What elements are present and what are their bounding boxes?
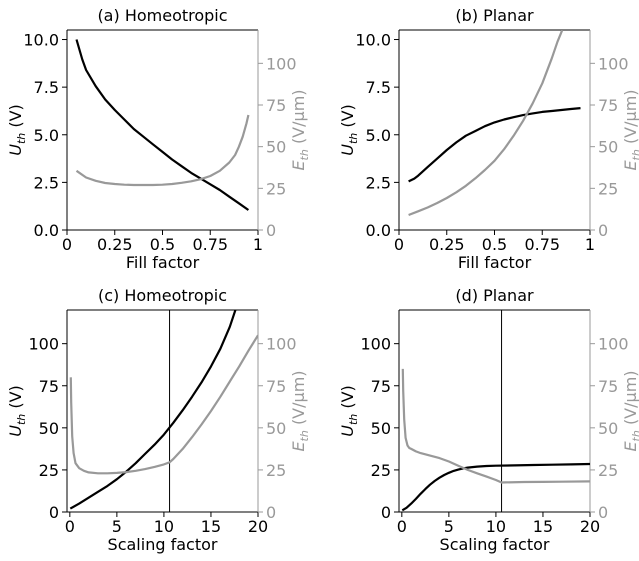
y-right-tick-label: 50 — [266, 138, 286, 157]
y-right-axis-label: Eth (V/μm) — [289, 89, 311, 170]
y-left-tick-label: 25 — [39, 461, 59, 480]
x-tick-label: 0 — [62, 235, 72, 254]
y-left-tick-label: 5.0 — [366, 126, 391, 145]
y-left-tick-label: 2.5 — [34, 173, 59, 192]
series-line-u-th — [69, 310, 237, 510]
y-left-axis-label: Uth (V) — [6, 104, 28, 156]
x-tick-label: 0.75 — [192, 235, 228, 254]
y-left-tick-label: 5.0 — [34, 126, 59, 145]
x-tick-label: 0.5 — [150, 235, 175, 254]
y-left-axis-label: Uth (V) — [6, 385, 28, 437]
x-tick-label: 15 — [533, 517, 553, 536]
chart-panel-1: (a) Homeotropic 0 0.25 0.5 0.75 1 Fill factor 0… — [6, 6, 311, 272]
series-line-e-th — [75, 114, 250, 187]
series-line-u-th — [408, 107, 581, 183]
x-tick-label: 0.5 — [482, 235, 507, 254]
y-right-tick-label: 25 — [266, 461, 286, 480]
y-left-tick-label: 75 — [371, 377, 391, 396]
chart-title: (a) Homeotropic — [97, 6, 227, 25]
y-left-tick-label: 75 — [39, 377, 59, 396]
y-left-tick-label: 25 — [371, 461, 391, 480]
y-left-tick-label: 7.5 — [366, 78, 391, 97]
y-right-tick-label: 0 — [598, 503, 608, 522]
y-left-tick-label: 50 — [371, 419, 391, 438]
x-axis-label: Scaling factor — [108, 535, 218, 554]
y-right-tick-label: 75 — [598, 377, 618, 396]
series-line-e-th — [408, 30, 564, 217]
y-right-tick-label: 75 — [598, 96, 618, 115]
x-tick-label: 0.25 — [97, 235, 133, 254]
y-left-tick-label: 10.0 — [355, 31, 391, 50]
x-axis-label: Fill factor — [458, 253, 532, 272]
y-right-tick-label: 100 — [598, 335, 629, 354]
y-left-axis-label: Uth (V) — [338, 104, 360, 156]
y-right-tick-label: 0 — [598, 221, 608, 240]
y-right-tick-label: 0 — [266, 221, 276, 240]
chart-title: (d) Planar — [455, 286, 534, 305]
y-right-tick-label: 75 — [266, 377, 286, 396]
x-tick-label: 0 — [394, 235, 404, 254]
y-right-tick-label: 50 — [598, 419, 618, 438]
x-axis-label: Fill factor — [126, 253, 200, 272]
series-line-e-th — [69, 334, 258, 475]
y-left-tick-label: 100 — [360, 335, 391, 354]
x-tick-label: 0.75 — [524, 235, 560, 254]
y-left-tick-label: 50 — [39, 419, 59, 438]
chart-title: (c) Homeotropic — [98, 286, 227, 305]
series-line-e-th — [401, 368, 590, 484]
y-left-tick-label: 2.5 — [366, 173, 391, 192]
x-tick-label: 0 — [397, 517, 407, 536]
y-right-tick-label: 25 — [598, 179, 618, 198]
series-line-u-th — [401, 462, 590, 512]
y-right-tick-label: 100 — [598, 54, 629, 73]
chart-panel-4: (d) Planar 0 5 10 15 20 Scaling factor 0 25 50 75 1… — [338, 286, 639, 554]
x-tick-label: 0.25 — [429, 235, 465, 254]
y-left-tick-label: 7.5 — [34, 78, 59, 97]
y-right-tick-label: 50 — [266, 419, 286, 438]
chart-title: (b) Planar — [455, 6, 534, 25]
y-right-axis-label: Eth (V/μm) — [621, 89, 639, 170]
x-tick-label: 1 — [253, 235, 263, 254]
x-tick-label: 10 — [154, 517, 174, 536]
y-right-tick-label: 100 — [266, 54, 297, 73]
y-right-tick-label: 75 — [266, 96, 286, 115]
y-left-tick-label: 100 — [28, 335, 59, 354]
x-tick-label: 1 — [585, 235, 595, 254]
x-tick-label: 10 — [486, 517, 506, 536]
y-right-tick-label: 0 — [266, 503, 276, 522]
x-tick-label: 5 — [112, 517, 122, 536]
y-left-tick-label: 0 — [381, 503, 391, 522]
y-left-tick-label: 10.0 — [23, 31, 59, 50]
x-tick-label: 20 — [248, 517, 268, 536]
y-left-tick-label: 0.0 — [366, 221, 391, 240]
x-tick-label: 5 — [444, 517, 454, 536]
y-right-axis-label: Eth (V/μm) — [289, 370, 311, 451]
y-left-tick-label: 0 — [49, 503, 59, 522]
y-right-tick-label: 25 — [266, 179, 286, 198]
y-right-tick-label: 50 — [598, 138, 618, 157]
chart-panel-2: (b) Planar 0 0.25 0.5 0.75 1 Fill factor 0.0 2.5… — [338, 6, 639, 272]
y-left-tick-label: 0.0 — [34, 221, 59, 240]
series-line-u-th — [75, 39, 250, 211]
y-left-axis-label: Uth (V) — [338, 385, 360, 437]
x-tick-label: 0 — [65, 517, 75, 536]
chart-panel-3: (c) Homeotropic 0 5 10 15 20 Scaling factor 0 25… — [6, 286, 311, 554]
y-right-tick-label: 25 — [598, 461, 618, 480]
y-right-tick-label: 100 — [266, 335, 297, 354]
x-tick-label: 20 — [580, 517, 600, 536]
x-axis-label: Scaling factor — [440, 535, 550, 554]
x-tick-label: 15 — [201, 517, 221, 536]
y-right-axis-label: Eth (V/μm) — [621, 370, 639, 451]
